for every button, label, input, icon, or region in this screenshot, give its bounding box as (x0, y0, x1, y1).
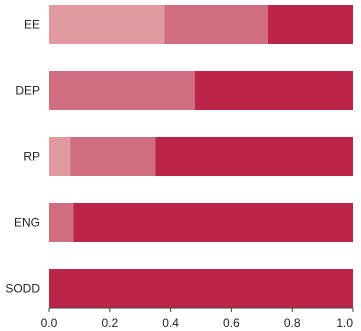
category-label-dep: DEP (15, 84, 40, 98)
bars-layer (49, 5, 353, 308)
bar-segment-dep-3 (194, 71, 353, 110)
x-tick-label: 1.0 (336, 316, 353, 330)
x-tick-label: 0.6 (223, 316, 240, 330)
bar-segment-rp-1 (49, 137, 71, 176)
bar-segment-ee-2 (164, 5, 268, 44)
bar-segment-rp-3 (155, 137, 353, 176)
bar-segment-dep-2 (49, 71, 195, 110)
category-label-sodd: SODD (5, 282, 40, 296)
bar-segment-rp-2 (70, 137, 156, 176)
x-tick-label: 0.2 (101, 316, 118, 330)
category-label-rp: RP (23, 150, 40, 164)
category-label-ee: EE (24, 18, 40, 32)
bar-segment-sodd-3 (49, 269, 353, 308)
x-tick-label: 0.4 (162, 316, 179, 330)
category-labels: EE DEP RP ENG SODD (5, 18, 40, 296)
x-tick-label: 0.0 (41, 316, 58, 330)
category-label-eng: ENG (14, 216, 40, 230)
bar-segment-ee-3 (267, 5, 353, 44)
bar-segment-eng-3 (73, 203, 353, 242)
bar-segment-eng-2 (49, 203, 74, 242)
x-axis: 0.0 0.2 0.4 0.6 0.8 1.0 (41, 307, 354, 330)
x-tick-label: 0.8 (284, 316, 301, 330)
bar-segment-ee-1 (49, 5, 165, 44)
